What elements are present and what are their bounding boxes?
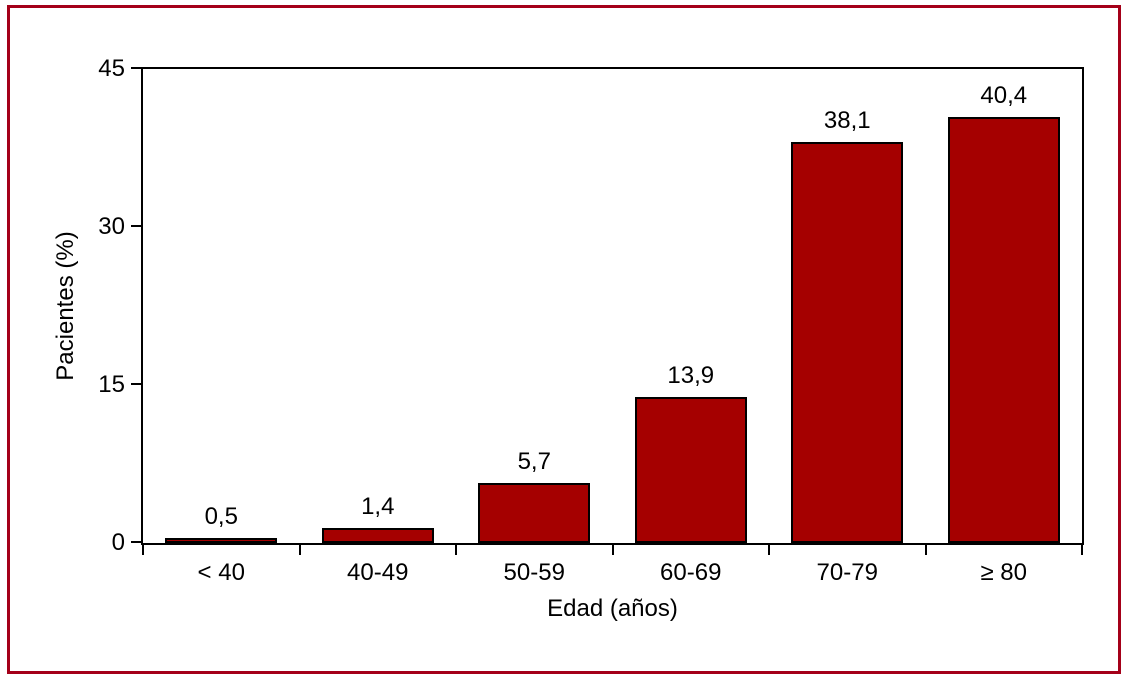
x-tick-label: ≥ 80	[980, 559, 1028, 586]
x-axis-tick	[768, 545, 770, 555]
bar-value-label: 1,4	[361, 493, 395, 521]
bar-70-79	[791, 141, 904, 543]
y-axis-tick	[131, 67, 141, 69]
x-tick-label: 50-59	[503, 559, 565, 586]
bar-50-59	[478, 482, 591, 543]
x-axis-tick	[298, 545, 301, 555]
figure-frame	[7, 5, 1121, 674]
y-axis-tick	[131, 225, 141, 227]
y-axis-title: Pacientes (%)	[52, 231, 79, 381]
y-tick-label: 45	[98, 55, 125, 82]
bar-40-49	[321, 528, 434, 543]
y-tick-label: 15	[98, 371, 125, 398]
y-tick-label: 30	[98, 213, 125, 240]
x-axis-tick	[611, 545, 614, 555]
bar-value-label: 5,7	[517, 447, 551, 475]
x-axis-tick	[924, 545, 927, 555]
bar-60-69	[634, 396, 747, 543]
x-axis-tick	[455, 545, 457, 555]
bar-value-label: 38,1	[823, 106, 871, 134]
x-axis-tick	[142, 545, 144, 555]
bar-value-label: 0,5	[204, 502, 238, 530]
y-axis-tick	[131, 541, 141, 543]
x-tick-label: 60-69	[660, 559, 722, 586]
y-tick-label: 0	[111, 529, 125, 556]
bar-value-label: 13,9	[667, 361, 715, 389]
x-axis-tick	[1081, 545, 1083, 555]
bar-≥ 80	[947, 117, 1060, 543]
bar-value-label: 40,4	[980, 82, 1028, 110]
x-tick-label: < 40	[197, 559, 245, 586]
y-axis-tick	[131, 383, 141, 385]
x-axis-title: Edad (años)	[547, 595, 678, 622]
plot-area	[141, 67, 1084, 545]
x-tick-label: 70-79	[816, 559, 878, 586]
bar-< 40	[165, 537, 278, 543]
x-tick-label: 40-49	[347, 559, 409, 586]
